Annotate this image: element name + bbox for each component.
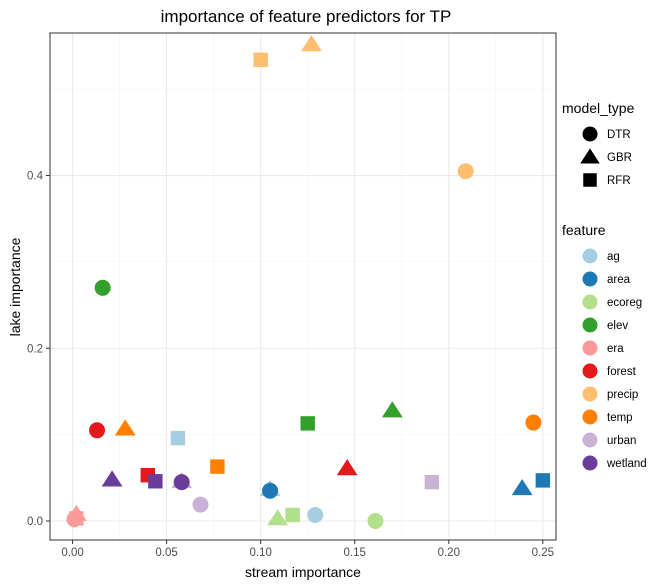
legend-key-rfr: [583, 173, 597, 187]
legend-key-gbr: [580, 148, 600, 164]
y-tick-label: 0.2: [27, 343, 43, 355]
data-points: [65, 35, 551, 529]
legend-label-area: area: [607, 274, 631, 286]
x-tick-label: 0.15: [344, 547, 366, 559]
data-point-area-gbr: [511, 478, 533, 496]
data-point-wetland-dtr: [173, 474, 190, 491]
legend-label-ecoreg: ecoreg: [607, 297, 642, 309]
legend-key-area: [582, 271, 598, 287]
data-point-wetland-gbr: [101, 470, 123, 487]
legend-label-elev: elev: [607, 320, 628, 332]
data-point-temp-dtr: [525, 414, 542, 431]
x-tick-label: 0.00: [61, 547, 83, 559]
y-tick-label: 0.4: [27, 171, 44, 183]
data-point-forest-gbr: [336, 459, 358, 476]
legend-key-elev: [582, 317, 598, 333]
legend-label-temp: temp: [607, 412, 633, 424]
data-point-elev-dtr: [94, 279, 111, 296]
legend-label-era: era: [607, 343, 624, 355]
plot-panel: [49, 32, 557, 541]
chart-title: importance of feature predictors for TP: [161, 7, 452, 26]
data-point-area-dtr: [262, 482, 279, 499]
plot-border: [49, 32, 557, 541]
legend-label-wetland: wetland: [606, 458, 647, 470]
data-point-forest-dtr: [89, 422, 106, 439]
y-axis-title: lake importance: [7, 237, 23, 336]
x-axis-title: stream importance: [245, 564, 361, 580]
x-tick-label: 0.10: [249, 547, 271, 559]
legend-label-urban: urban: [607, 435, 636, 447]
x-tick-label: 0.25: [532, 547, 554, 559]
legend-key-forest: [582, 363, 598, 379]
data-point-elev-gbr: [381, 401, 403, 418]
data-point-precip-rfr: [253, 52, 268, 67]
data-point-urban-dtr: [192, 496, 209, 513]
y-tick-label: 0.0: [27, 516, 43, 528]
data-point-ag-rfr: [170, 430, 186, 446]
legend-label-precip: precip: [607, 389, 638, 401]
x-tick-label: 0.05: [155, 547, 177, 559]
legend-key-temp: [582, 409, 598, 425]
legend-key-urban: [582, 432, 598, 448]
legend-key-dtr: [582, 126, 598, 142]
data-point-era-rfr: [69, 511, 84, 526]
data-point-temp-gbr: [114, 419, 136, 436]
data-point-elev-rfr: [300, 416, 315, 431]
legend-title-feature: feature: [562, 222, 606, 238]
axis-ticks: 0.00 0.05 0.10 0.15 0.20 0.25 0.0 0.2 0.4: [27, 171, 554, 559]
legend-key-era: [582, 340, 598, 356]
legend-label-gbr: GBR: [607, 152, 632, 164]
data-point-area-rfr: [535, 473, 551, 488]
legend-label-forest: forest: [607, 366, 637, 378]
legend-title-model-type: model_type: [562, 100, 635, 116]
data-point-wetland-rfr: [148, 474, 163, 489]
legend: model_type DTR GBR RFR feature ag area ecoreg el…: [562, 100, 647, 471]
data-point-precip-dtr: [457, 163, 474, 180]
data-point-ecoreg-dtr: [367, 512, 384, 529]
legend-label-rfr: RFR: [607, 175, 631, 187]
legend-key-precip: [582, 386, 598, 402]
legend-label-ag: ag: [607, 251, 620, 263]
data-point-ecoreg-rfr: [285, 507, 300, 523]
x-tick-label: 0.20: [438, 547, 460, 559]
data-point-temp-rfr: [210, 459, 225, 474]
legend-key-wetland: [582, 455, 598, 471]
data-point-precip-gbr: [301, 35, 322, 52]
legend-key-ecoreg: [582, 294, 598, 310]
data-point-urban-rfr: [424, 474, 440, 490]
legend-label-dtr: DTR: [607, 129, 631, 141]
legend-key-ag: [582, 248, 598, 264]
data-point-ecoreg-gbr: [267, 509, 289, 526]
data-point-ag-dtr: [307, 506, 324, 523]
